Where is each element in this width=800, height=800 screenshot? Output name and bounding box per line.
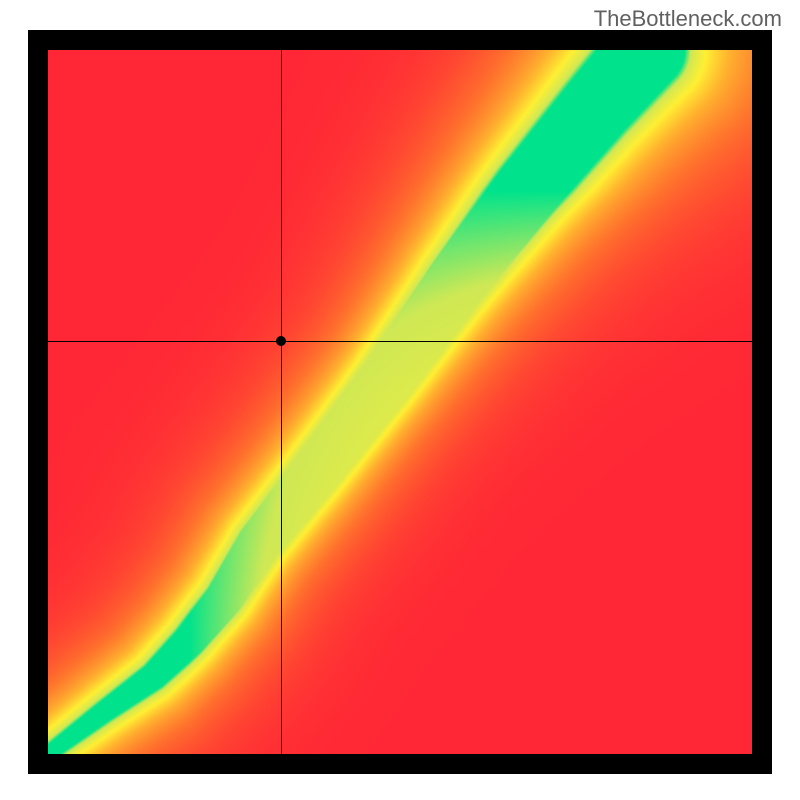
crosshair-vertical [281,50,282,754]
heatmap-canvas [48,50,752,754]
plot-border [28,30,772,774]
data-point [276,336,286,346]
plot-area [48,50,752,754]
crosshair-horizontal [48,341,752,342]
chart-container: TheBottleneck.com [0,0,800,800]
watermark-text: TheBottleneck.com [594,6,782,32]
